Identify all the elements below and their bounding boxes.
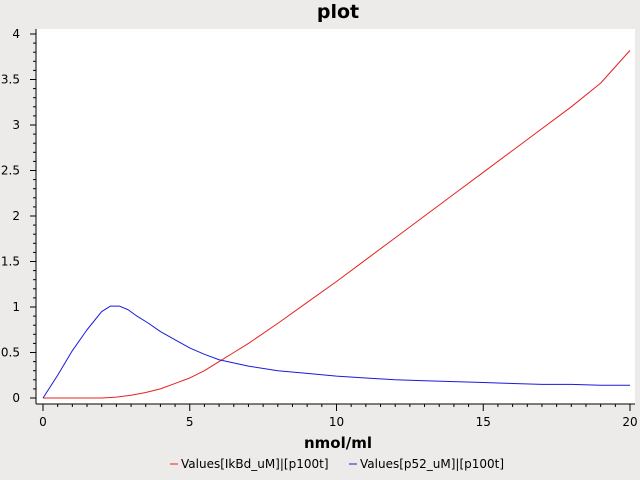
y-tick-label: 0.5 (1, 346, 20, 360)
y-tick-label: 3 (12, 118, 20, 132)
y-tick-label: 4 (12, 27, 20, 41)
series-line-2 (42, 305, 630, 399)
y-tick-label: 3.5 (1, 73, 20, 87)
x-axis-label: nmol/ml (304, 434, 372, 452)
y-tick-label: 0 (12, 391, 20, 405)
y-tick-label: 1.5 (1, 255, 20, 269)
legend-label-2: Values[p52_uM]|[p100t] (360, 457, 504, 471)
legend: Values[IkBd_uM]|[p100t] Values[p52_uM]|[p… (170, 457, 504, 471)
x-ticks: 0 5 10 15 20 (39, 404, 638, 429)
x-tick-label: 0 (39, 415, 47, 429)
chart-title: plot (317, 1, 359, 23)
plot-area (36, 29, 635, 404)
y-tick-label: 2 (12, 209, 20, 223)
series-layer (42, 50, 631, 399)
x-tick-label: 20 (622, 415, 637, 429)
x-tick-label: 5 (186, 415, 194, 429)
y-tick-label: 1 (12, 300, 20, 314)
y-ticks: 0 0.5 1 1.5 2 2.5 3 3.5 4 (1, 27, 36, 405)
x-tick-label: 15 (476, 415, 491, 429)
x-tick-label: 10 (329, 415, 344, 429)
legend-label-1: Values[IkBd_uM]|[p100t] (181, 457, 329, 471)
y-tick-label: 2.5 (1, 164, 20, 178)
series-line-1 (43, 50, 631, 399)
